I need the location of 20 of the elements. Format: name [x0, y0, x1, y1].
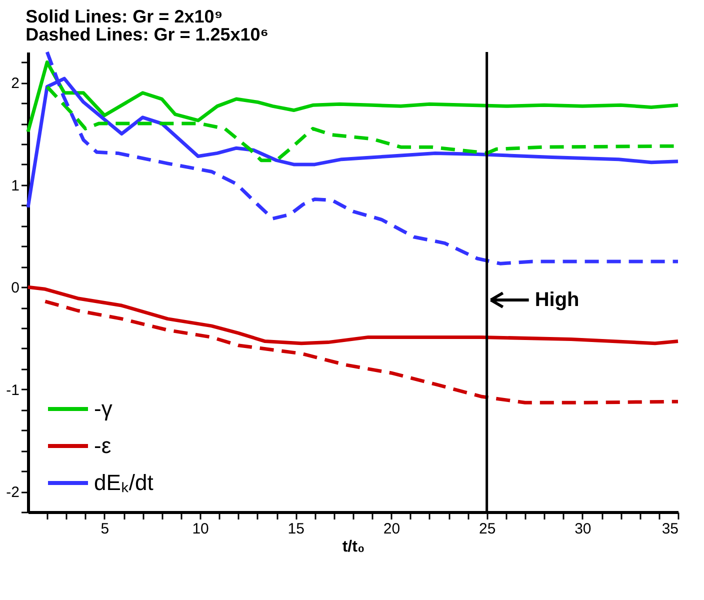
legend-label: dEₖ/dt [94, 470, 154, 495]
x-tick-label: 15 [288, 520, 304, 538]
x-tick-label: 30 [574, 520, 592, 538]
x-tick-label: 25 [478, 520, 496, 538]
x-tick-label: 35 [662, 520, 678, 538]
ref-line-label: High [534, 289, 580, 311]
x-axis-title: t/t₀ [342, 538, 365, 556]
chart-subtitle: Dashed Lines: Gr = 1.25x10⁶ [26, 24, 269, 44]
x-tick-label: 10 [192, 520, 209, 538]
legend-label: -ε [94, 433, 112, 458]
y-tick-label: 1 [11, 177, 20, 194]
y-tick-label: 2 [11, 75, 20, 92]
y-tick-label: -2 [6, 484, 20, 502]
x-tick-label: 5 [100, 520, 110, 538]
y-tick-label: 0 [11, 280, 20, 297]
line-series [26, 285, 680, 346]
x-tick-label: 20 [383, 520, 400, 538]
y-tick-label: -1 [6, 382, 20, 399]
legend-label: -γ [94, 396, 112, 421]
chart-title: Solid Lines: Gr = 2x10⁹ [26, 6, 223, 26]
